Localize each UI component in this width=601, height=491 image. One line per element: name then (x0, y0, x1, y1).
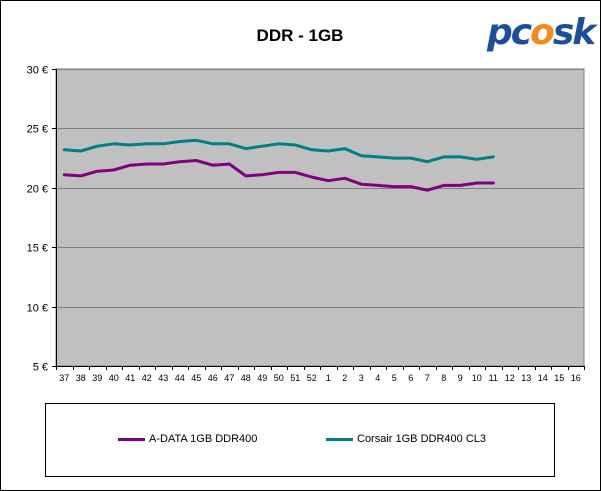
x-tick-label: 38 (76, 373, 86, 383)
x-tick-label: 6 (408, 373, 413, 383)
x-tick-label: 41 (125, 373, 135, 383)
logo-text-left: pc (487, 12, 532, 53)
legend-swatch-corsair (326, 437, 353, 441)
logo-text-right: sk (552, 12, 596, 53)
x-tick-label: 8 (441, 373, 446, 383)
logo-flame-letter: o (530, 12, 555, 53)
x-tick-label: 50 (274, 373, 284, 383)
x-tick-label: 47 (224, 373, 234, 383)
legend-swatch-adata (118, 437, 145, 441)
legend-item-corsair: Corsair 1GB DDR400 CL3 (326, 433, 486, 445)
x-tick-label: 16 (571, 373, 581, 383)
chart-title: DDR - 1GB (257, 26, 344, 45)
series-line-1 (62, 138, 495, 164)
plot-area (55, 68, 585, 367)
x-tick-label: 46 (208, 373, 218, 383)
series-line-0 (62, 159, 495, 192)
x-tick-label: 2 (342, 373, 347, 383)
x-tick-label: 5 (392, 373, 397, 383)
x-tick-label: 15 (554, 373, 564, 383)
y-tick-label: 10 € (27, 303, 48, 315)
x-tick-label: 1 (326, 373, 331, 383)
legend: A-DATA 1GB DDR400 Corsair 1GB DDR400 CL3 (45, 403, 555, 477)
x-tick-label: 37 (59, 373, 69, 383)
x-tick-label: 12 (505, 373, 515, 383)
pcask-logo: pcosk (487, 10, 596, 56)
series-lines (62, 138, 495, 192)
x-tick-label: 45 (191, 373, 201, 383)
x-tick-label: 43 (158, 373, 168, 383)
legend-label-adata: A-DATA 1GB DDR400 (149, 433, 258, 445)
x-tick-label: 44 (175, 373, 185, 383)
axes: 5 €10 €15 €20 €25 €30 €37 38 39 40 41 42 43 44 4… (27, 65, 585, 383)
x-tick-label: 13 (521, 373, 531, 383)
x-tick-label: 49 (257, 373, 267, 383)
y-tick-label: 5 € (33, 362, 48, 374)
x-tick-label: 52 (307, 373, 317, 383)
x-tick-label: 39 (92, 373, 102, 383)
x-tick-label: 10 (472, 373, 482, 383)
x-tick-label: 3 (359, 373, 364, 383)
x-tick-label: 40 (109, 373, 119, 383)
x-tick-label: 51 (290, 373, 300, 383)
x-tick-label: 11 (489, 373, 498, 383)
y-tick-label: 25 € (27, 124, 48, 136)
y-tick-label: 30 € (27, 65, 48, 77)
x-tick-label: 7 (425, 373, 430, 383)
y-tick-label: 20 € (27, 184, 48, 196)
y-tick-label: 15 € (27, 243, 48, 255)
legend-item-adata: A-DATA 1GB DDR400 (118, 433, 257, 445)
x-tick-label: 48 (241, 373, 251, 383)
x-tick-label: 9 (458, 373, 463, 383)
grid-lines (56, 69, 584, 308)
x-tick-label: 14 (538, 373, 548, 383)
legend-label-corsair: Corsair 1GB DDR400 CL3 (357, 433, 486, 445)
x-tick-label: 42 (142, 373, 152, 383)
x-tick-label: 4 (375, 373, 380, 383)
